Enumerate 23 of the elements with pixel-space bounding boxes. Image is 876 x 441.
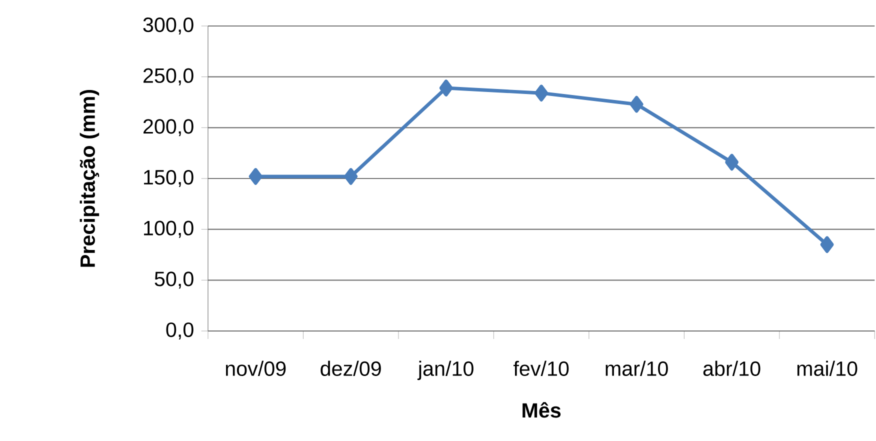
x-tick-label: mai/10 [797,360,858,376]
x-tick-label: jan/10 [417,360,474,380]
y-tick-label: 150,0 [144,170,194,188]
x-axis-title: Mês [522,402,561,418]
y-tick-label: 300,0 [143,17,194,35]
point [725,154,739,171]
y-tick-label: 50,0 [154,272,194,289]
x-tick-label: fev/10 [513,360,569,376]
y-tick-label: 100,0 [144,220,194,238]
point [344,168,358,185]
y-tick-label: 250,0 [144,68,194,86]
point [820,236,834,253]
point [630,96,644,113]
y-axis-title: Precipitação (mm) [80,90,100,267]
y-tick-label: 200,0 [144,119,194,136]
x-tick-label: abr/10 [703,360,760,376]
point [534,84,548,102]
x-tick-label: dez/09 [320,360,381,376]
x-tick-label: nov/09 [226,360,286,376]
point [439,80,453,96]
x-tick-label: mar/10 [606,360,668,376]
y-tick-label: 0,0 [166,322,194,340]
point [248,168,262,185]
